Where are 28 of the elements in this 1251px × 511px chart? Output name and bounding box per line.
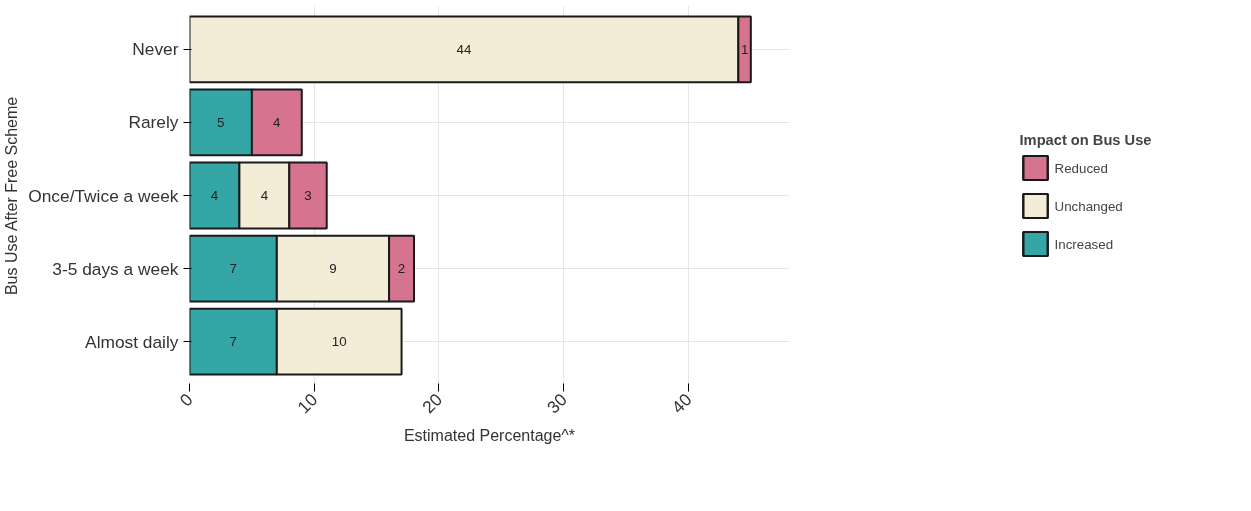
y-tick-label: 3-5 days a week [52,258,179,279]
y-tick-label: Rarely [128,112,179,133]
y-tick-label: Once/Twice a week [28,185,179,206]
data-label: 7 [229,261,237,277]
y-axis-title: Bus Use After Free Scheme [3,96,21,296]
x-axis-title: Estimated Percentage^* [403,426,576,444]
data-label: 4 [273,114,282,130]
data-label: 44 [456,41,472,57]
data-label: 4 [210,188,219,203]
y-tick-label: Almost daily [85,331,179,352]
data-label: 1 [740,41,749,57]
legend-label: Increased [1054,236,1114,251]
data-label: 10 [331,334,347,350]
data-label: 7 [229,334,237,350]
legend-label: Unchanged [1054,198,1123,213]
x-tick-label: 0 [175,389,197,411]
data-label: 2 [397,261,406,277]
x-tick-label: 20 [418,389,447,418]
data-label: 3 [304,188,312,203]
x-tick-label: 40 [667,389,696,418]
x-tick-label: 10 [293,389,322,418]
data-label: 5 [216,114,225,130]
data-label: 4 [260,188,269,203]
legend-title: Impact on Bus Use [1019,131,1152,148]
data-label: 9 [329,261,337,277]
y-tick-label: Never [132,39,179,60]
legend-label: Reduced [1054,160,1108,175]
x-tick-label: 30 [543,389,571,418]
